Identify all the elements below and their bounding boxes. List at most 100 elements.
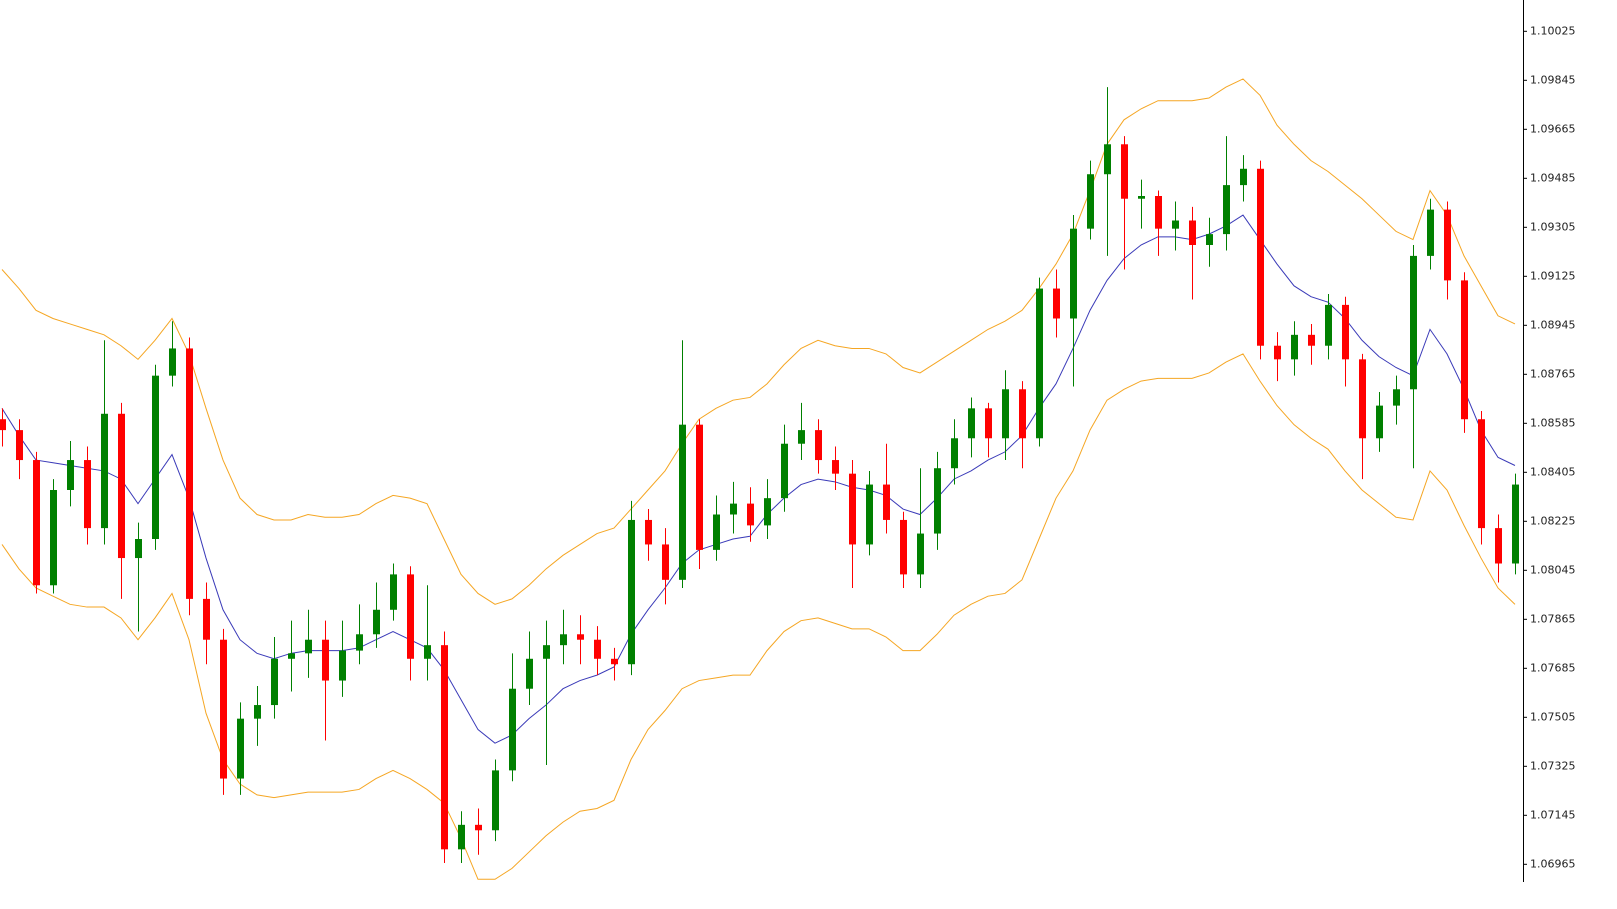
candle-body bbox=[509, 688, 516, 771]
candle-body bbox=[441, 645, 448, 850]
candle-body bbox=[356, 634, 363, 651]
candle-body bbox=[1189, 220, 1196, 245]
candle-body bbox=[407, 574, 414, 659]
candle-body bbox=[16, 430, 23, 461]
candle-body bbox=[1427, 209, 1434, 256]
candle-body bbox=[866, 484, 873, 545]
y-tick-label: 1.08045 bbox=[1530, 563, 1576, 576]
candle-body bbox=[1104, 144, 1111, 175]
candle-body bbox=[271, 658, 278, 706]
indicator-line bbox=[1, 214, 1516, 744]
candles bbox=[0, 87, 1519, 863]
y-tick-label: 1.09305 bbox=[1530, 220, 1576, 233]
candle-body bbox=[951, 438, 958, 469]
candle-body bbox=[577, 634, 584, 640]
candle-body bbox=[798, 430, 805, 444]
candle-body bbox=[322, 639, 329, 681]
candle-body bbox=[186, 348, 193, 599]
candle-body bbox=[849, 473, 856, 545]
candle-body bbox=[611, 658, 618, 665]
candle-body bbox=[1138, 196, 1145, 199]
candle-body bbox=[1155, 196, 1162, 229]
y-tick-label: 1.07685 bbox=[1530, 661, 1576, 674]
candle-body bbox=[1478, 419, 1485, 529]
candle-body bbox=[1172, 220, 1179, 229]
y-tick-label: 1.07505 bbox=[1530, 710, 1576, 723]
candle-body bbox=[288, 653, 295, 659]
candle-body bbox=[662, 544, 669, 580]
candle-body bbox=[1053, 288, 1060, 319]
candle-body bbox=[917, 533, 924, 575]
candle-body bbox=[1359, 359, 1366, 439]
candle-body bbox=[968, 408, 975, 439]
candle-body bbox=[985, 408, 992, 439]
candle-body bbox=[1308, 334, 1315, 346]
y-tick-label: 1.07325 bbox=[1530, 759, 1576, 772]
y-tick-label: 1.08225 bbox=[1530, 514, 1576, 527]
indicator-line bbox=[1, 353, 1516, 880]
candle-body bbox=[1257, 168, 1264, 346]
candle-body bbox=[339, 650, 346, 681]
candle-body bbox=[1206, 234, 1213, 245]
candle-body bbox=[458, 824, 465, 850]
candle-body bbox=[747, 503, 754, 526]
candle-body bbox=[203, 598, 210, 640]
candle-body bbox=[135, 539, 142, 559]
candle-body bbox=[543, 645, 550, 659]
candle-body bbox=[1002, 389, 1009, 439]
candle-body bbox=[152, 375, 159, 539]
candle-body bbox=[560, 634, 567, 646]
y-tick-label: 1.09125 bbox=[1530, 269, 1576, 282]
price-axis: 1.10025 1.09845 1.09665 1.09485 1.09305 1.091… bbox=[1523, 24, 1576, 870]
candle-body bbox=[237, 718, 244, 779]
candle-body bbox=[679, 424, 686, 580]
candle-body bbox=[1512, 484, 1519, 564]
candle-body bbox=[1036, 288, 1043, 439]
candle-body bbox=[1070, 228, 1077, 319]
candle-body bbox=[1291, 334, 1298, 360]
candle-body bbox=[0, 419, 6, 431]
y-tick-label: 1.09665 bbox=[1530, 122, 1576, 135]
candle-body bbox=[1087, 174, 1094, 229]
candle-body bbox=[696, 424, 703, 550]
candle-body bbox=[424, 645, 431, 659]
candle-body bbox=[1410, 255, 1417, 390]
candle-body bbox=[220, 639, 227, 779]
candle-body bbox=[815, 430, 822, 461]
candle-body bbox=[934, 468, 941, 534]
candle-body bbox=[594, 639, 601, 659]
candle-body bbox=[1461, 280, 1468, 420]
candle-body bbox=[645, 519, 652, 545]
y-tick-label: 1.08585 bbox=[1530, 416, 1576, 429]
candle-body bbox=[373, 609, 380, 635]
y-tick-label: 1.07145 bbox=[1530, 808, 1576, 821]
candle-body bbox=[764, 498, 771, 526]
candle-body bbox=[1376, 405, 1383, 439]
candle-body bbox=[628, 519, 635, 665]
y-tick-label: 1.08405 bbox=[1530, 465, 1576, 478]
candle-body bbox=[492, 770, 499, 831]
candle-body bbox=[1240, 168, 1247, 186]
indicator-line bbox=[1, 78, 1516, 605]
candle-body bbox=[713, 514, 720, 550]
y-tick-label: 1.06965 bbox=[1530, 857, 1576, 870]
candle-body bbox=[730, 503, 737, 515]
candle-body bbox=[169, 348, 176, 376]
candle-body bbox=[67, 460, 74, 490]
candle-body bbox=[84, 460, 91, 529]
candle-body bbox=[254, 705, 261, 719]
candle-body bbox=[900, 519, 907, 575]
candle-body bbox=[1393, 389, 1400, 406]
y-tick-label: 1.08945 bbox=[1530, 318, 1576, 331]
candle-body bbox=[1325, 304, 1332, 346]
y-tick-label: 1.10025 bbox=[1530, 24, 1576, 37]
candle-body bbox=[1274, 345, 1281, 360]
candle-body bbox=[1223, 185, 1230, 235]
indicator-lines bbox=[1, 78, 1516, 880]
candle-body bbox=[33, 460, 40, 586]
candle-body bbox=[883, 484, 890, 520]
candle-body bbox=[101, 413, 108, 529]
y-tick-label: 1.09845 bbox=[1530, 73, 1576, 86]
candle-body bbox=[832, 460, 839, 474]
